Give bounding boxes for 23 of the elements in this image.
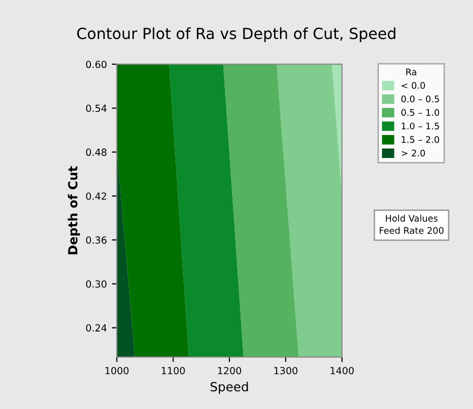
chart-title: Contour Plot of Ra vs Depth of Cut, Speed: [77, 27, 396, 42]
x-axis-title: Speed: [210, 382, 248, 394]
y-tick-label: 0.60: [86, 60, 106, 68]
y-axis-title: Depth of Cut: [68, 166, 80, 254]
y-tick-label: 0.24: [86, 324, 107, 332]
x-tick-label: 1400: [330, 366, 354, 374]
x-tick-label: 1100: [162, 366, 185, 374]
legend-label: 1.5 – 2.0: [402, 136, 440, 143]
legend-title: Ra: [406, 68, 416, 76]
legend-label: 0.0 – 0.5: [401, 96, 439, 102]
x-tick-label: 1300: [274, 366, 298, 374]
x-tick-label: 1200: [218, 366, 242, 374]
y-tick-label: 0.48: [86, 148, 106, 156]
legend-label: 0.5 – 1.0: [401, 109, 440, 116]
text: Hold Values Feed Rate 200: [380, 214, 444, 234]
legend-label: < 0.0: [402, 82, 425, 89]
y-tick-label: 0.36: [86, 236, 106, 244]
y-tick-label: 0.42: [86, 192, 106, 200]
x-tick-label: 1000: [106, 366, 129, 374]
legend-label: 1.0 – 1.5: [402, 122, 439, 130]
y-tick-label: 0.54: [86, 104, 107, 112]
legend-label: > 2.0: [402, 150, 425, 156]
y-tick-label: 0.30: [86, 280, 106, 288]
